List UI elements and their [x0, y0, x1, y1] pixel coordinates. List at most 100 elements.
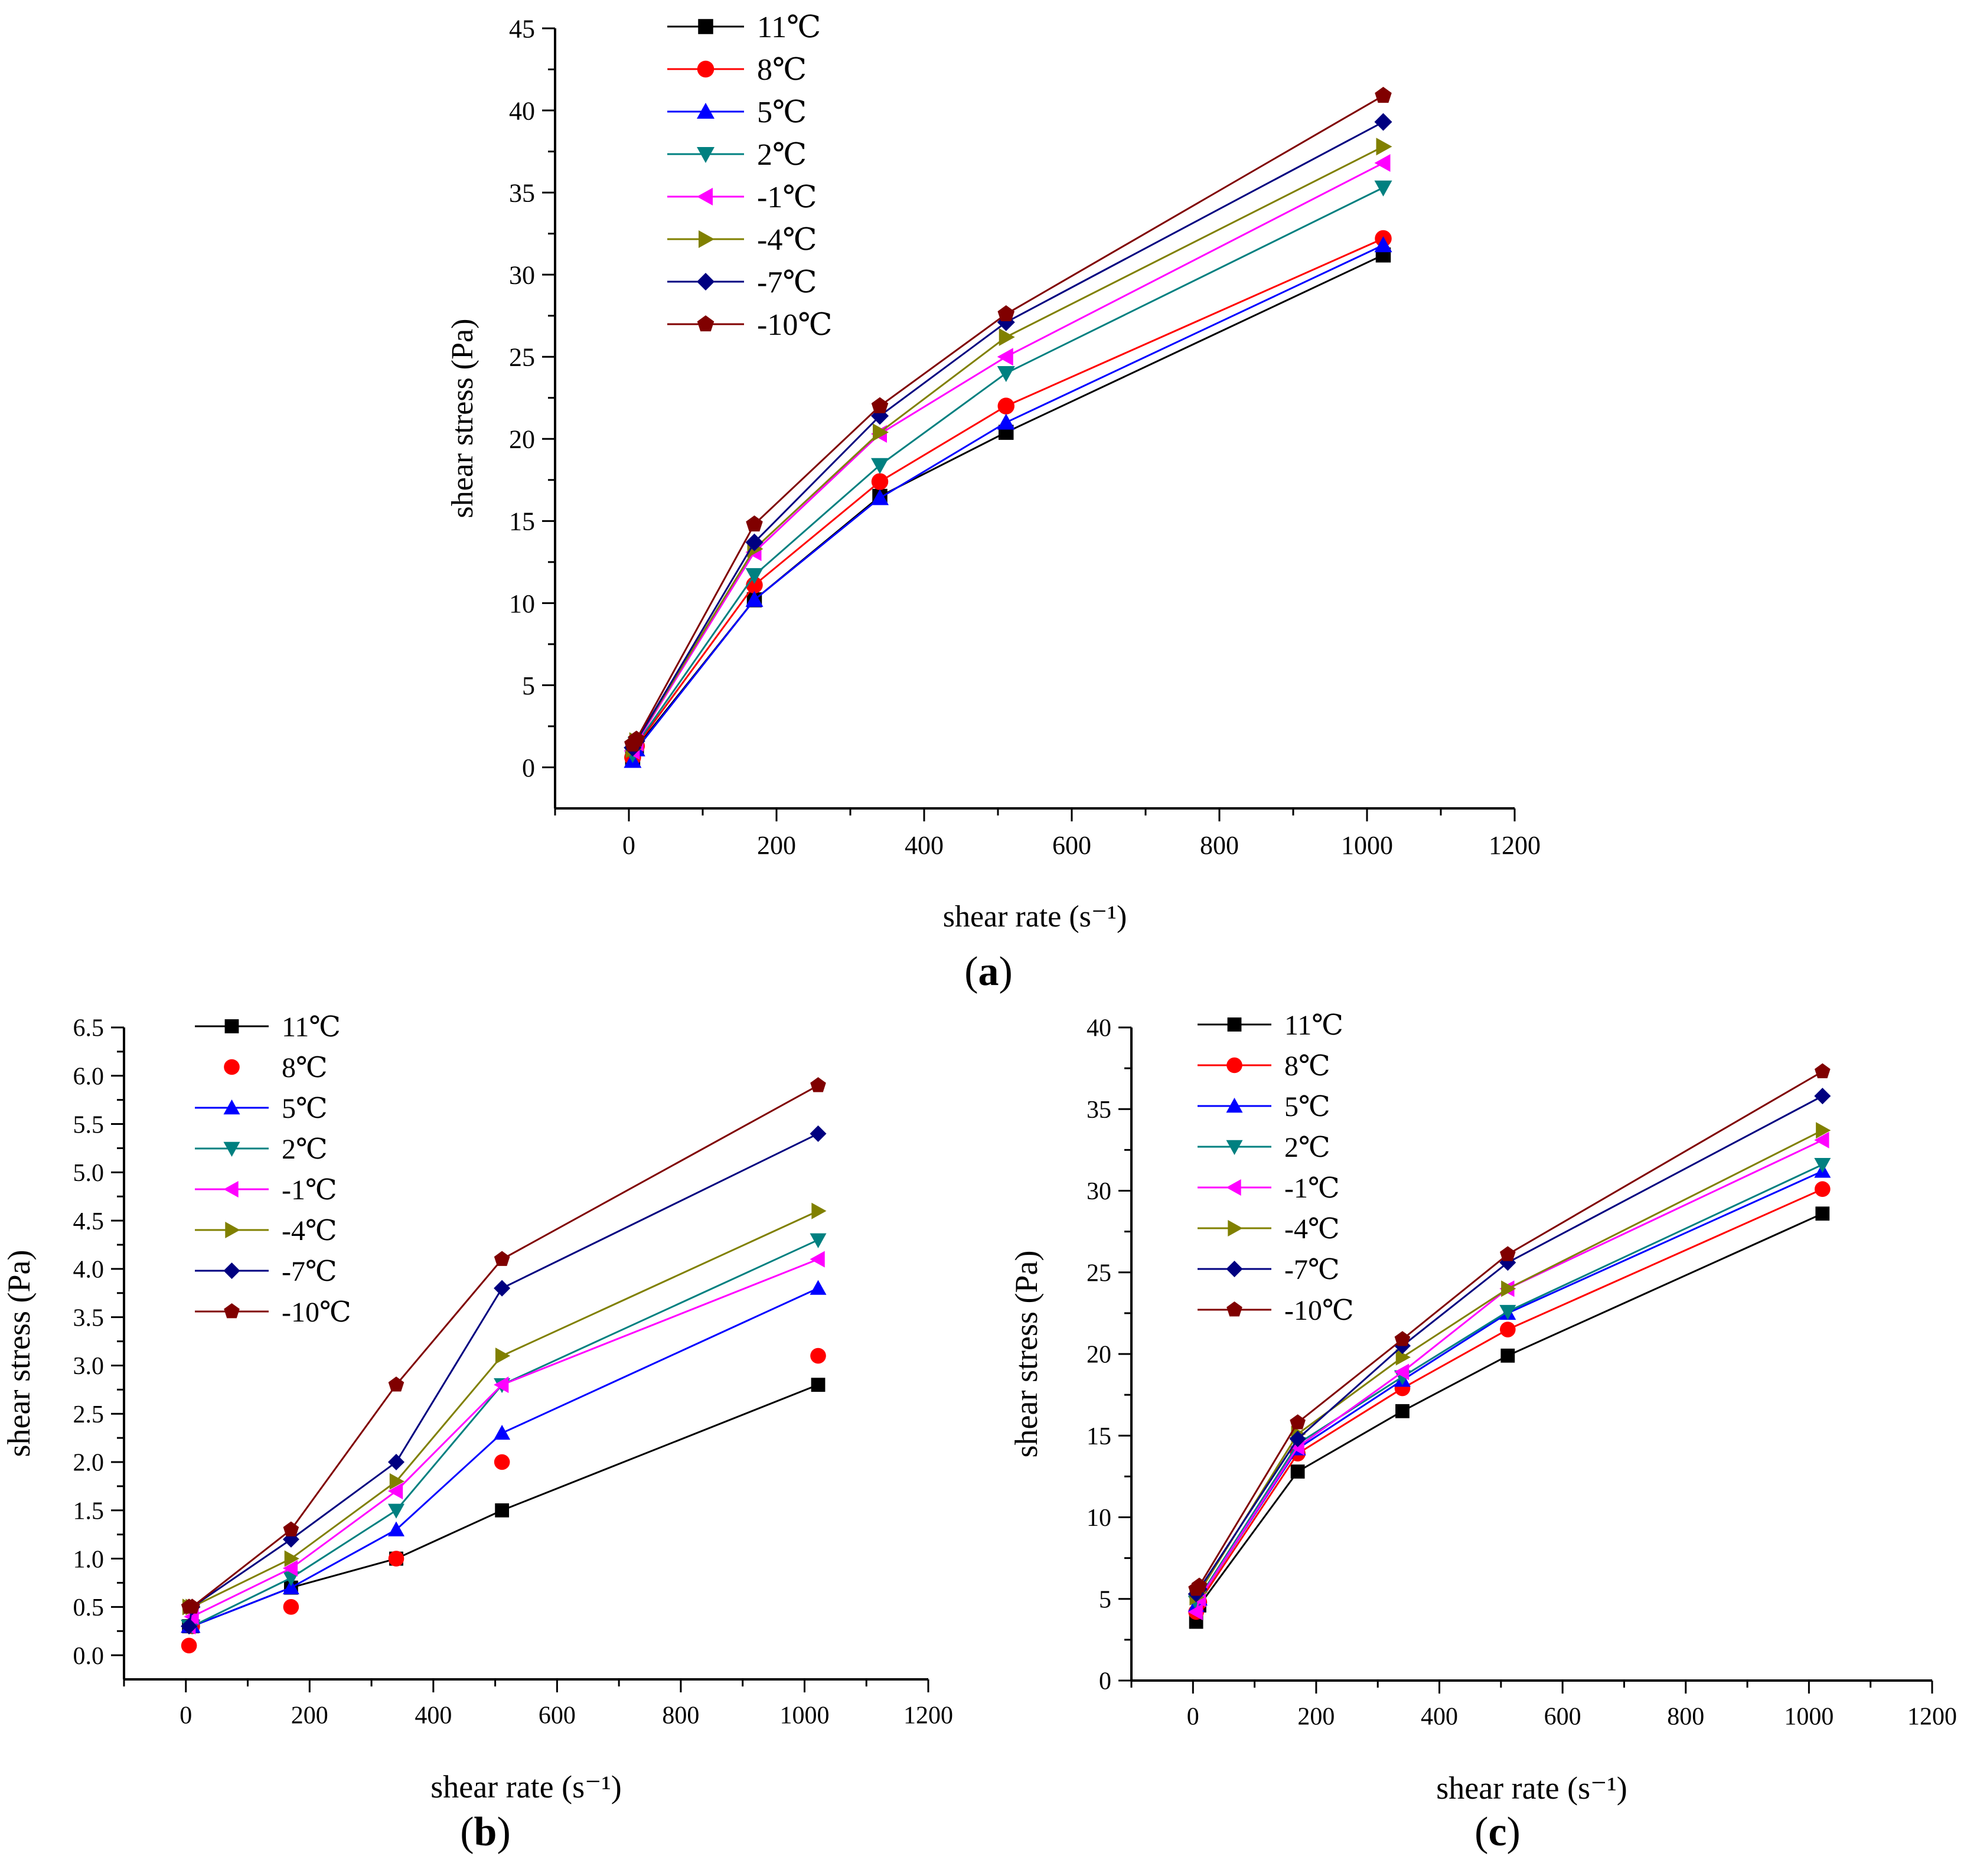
data-point [1500, 1322, 1516, 1337]
y-tick-label: 5 [1099, 1586, 1111, 1613]
series-8 [1188, 1063, 1831, 1596]
legend-label: -7℃ [1284, 1254, 1340, 1286]
x-tick-label: 600 [1544, 1704, 1581, 1731]
legend-label: -10℃ [1284, 1295, 1354, 1326]
series-5 [181, 1251, 825, 1635]
data-point [873, 423, 889, 442]
series-2 [181, 1348, 826, 1654]
x-tick-label: 1200 [1907, 1704, 1957, 1731]
data-point [283, 1599, 299, 1615]
y-tick-label: 15 [1087, 1423, 1111, 1450]
legend-marker [1226, 1098, 1243, 1113]
data-point [746, 515, 763, 532]
legend-label: 2℃ [757, 138, 807, 172]
data-point [997, 366, 1015, 383]
data-point [1394, 1363, 1410, 1381]
data-point [1374, 154, 1391, 172]
data-point [184, 1598, 200, 1614]
x-tick-label: 800 [1667, 1704, 1704, 1731]
x-tick-label: 200 [1297, 1704, 1335, 1731]
series-2 [1188, 1181, 1831, 1620]
legend-label: 5℃ [1284, 1091, 1330, 1123]
y-tick-label: 0 [522, 753, 535, 782]
data-point [1500, 1348, 1515, 1363]
y-tick-label: 5 [522, 671, 535, 700]
legend-marker [697, 315, 715, 332]
legend-label: 5℃ [757, 96, 807, 129]
legend-marker [697, 273, 715, 291]
legend-label: -4℃ [282, 1215, 337, 1247]
x-tick-label: 800 [1200, 831, 1239, 860]
data-point [1290, 1464, 1305, 1479]
y-axis-label: shear stress (Pa) [446, 319, 479, 518]
legend-label: 5℃ [282, 1093, 328, 1124]
x-tick-label: 0 [1187, 1704, 1199, 1731]
y-tick-label: 45 [509, 14, 535, 43]
legend-label: -1℃ [757, 181, 817, 214]
data-point [387, 1454, 404, 1470]
legend-marker [225, 1222, 240, 1238]
chart-panel-1: 0 5 10 15 20 25 30 35 40 45 0 200 400 600 800 1000 1200 s… [446, 11, 1541, 994]
legend-label: 11℃ [757, 11, 821, 44]
legend-label: -7℃ [282, 1256, 337, 1287]
data-point [997, 348, 1013, 366]
legend-marker [698, 19, 713, 34]
data-point [1395, 1404, 1410, 1418]
data-point [1500, 1246, 1516, 1261]
data-point [494, 1280, 511, 1297]
data-point [1501, 1280, 1516, 1297]
y-tick-label: 5.0 [73, 1160, 105, 1187]
y-tick-label: 0.5 [73, 1594, 105, 1621]
y-tick-label: 20 [1087, 1342, 1111, 1369]
data-point [628, 730, 645, 747]
x-tick-label: 1000 [1784, 1704, 1834, 1731]
data-point [181, 1637, 197, 1654]
data-point [871, 473, 889, 490]
series-5 [624, 154, 1391, 760]
data-point [1374, 180, 1392, 197]
data-point [494, 1376, 509, 1394]
data-point [811, 1202, 827, 1219]
y-tick-label: 6.0 [73, 1063, 105, 1090]
series-line [1195, 1139, 1823, 1613]
data-point [181, 1618, 198, 1635]
x-tick-label: 800 [662, 1702, 699, 1730]
data-point [1815, 1063, 1831, 1078]
data-point [1816, 1122, 1831, 1139]
data-point [494, 1454, 510, 1470]
y-tick-label: 10 [1087, 1505, 1111, 1532]
x-tick-label: 400 [905, 831, 944, 860]
data-point [745, 533, 764, 552]
data-point [999, 328, 1015, 346]
legend-marker [224, 1019, 239, 1033]
legend-marker [697, 103, 715, 119]
x-tick-label: 600 [539, 1702, 576, 1730]
y-tick-label: 4.0 [73, 1257, 105, 1284]
series-4 [624, 180, 1392, 764]
y-tick-label: 30 [509, 261, 535, 290]
legend-label: -4℃ [757, 223, 817, 257]
x-tick-label: 200 [757, 831, 796, 860]
y-tick-label: 35 [1087, 1097, 1111, 1124]
data-point [810, 1348, 826, 1364]
panel-label: (b) [460, 1809, 511, 1855]
y-tick-label: 15 [509, 507, 535, 536]
legend-marker [1227, 1017, 1242, 1032]
legend-label: -7℃ [757, 266, 817, 299]
x-tick-label: 0 [622, 831, 635, 860]
x-tick-label: 400 [415, 1702, 452, 1730]
data-point [810, 1077, 826, 1092]
data-point [387, 1521, 404, 1536]
legend-marker [1226, 1140, 1243, 1155]
y-tick-label: 2.5 [73, 1401, 105, 1428]
data-point [1394, 1331, 1411, 1346]
x-axis-label: shear rate (s⁻¹) [1436, 1770, 1627, 1806]
data-point [1290, 1414, 1306, 1430]
series-line [632, 162, 1384, 752]
series-7 [1187, 1088, 1831, 1603]
data-point [282, 1579, 299, 1594]
data-point [1376, 138, 1392, 156]
legend-marker [223, 1181, 239, 1198]
y-tick-label: 20 [509, 425, 535, 454]
